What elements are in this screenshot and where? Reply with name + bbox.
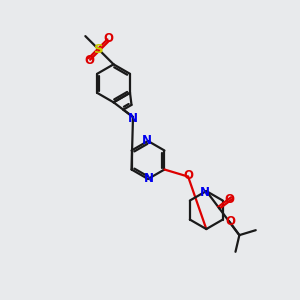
Text: O: O <box>225 193 235 206</box>
Text: N: N <box>144 172 154 185</box>
Text: N: N <box>142 134 152 148</box>
Text: O: O <box>84 55 94 68</box>
Text: S: S <box>94 43 104 56</box>
Text: N: N <box>200 186 210 199</box>
Text: O: O <box>183 169 193 182</box>
Text: O: O <box>225 215 235 228</box>
Text: O: O <box>103 32 113 45</box>
Text: N: N <box>128 112 138 124</box>
